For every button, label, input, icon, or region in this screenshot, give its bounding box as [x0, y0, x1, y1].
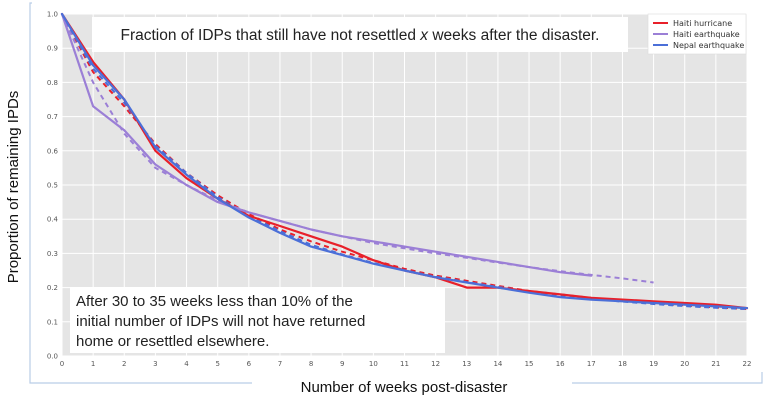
y-tick-label: 0.6 — [47, 147, 59, 155]
x-tick-label: 19 — [649, 360, 658, 368]
data-series — [60, 12, 749, 310]
y-tick-label: 0.8 — [47, 79, 58, 87]
y-tick-label: 0.3 — [47, 250, 58, 258]
x-tick-label: 1 — [91, 360, 95, 368]
y-tick-label: 1.0 — [47, 11, 58, 19]
x-tick-label: 14 — [493, 360, 502, 368]
y-tick-label: 0.1 — [47, 318, 58, 326]
x-tick-label: 0 — [60, 360, 64, 368]
frame-bracket-left — [29, 2, 252, 384]
x-tick-label: 7 — [278, 360, 282, 368]
x-axis-title: Number of weeks post-disaster — [301, 379, 508, 396]
annotation-box — [70, 287, 445, 353]
legend-label: Haiti earthquake — [673, 30, 740, 39]
x-tick-label: 20 — [680, 360, 689, 368]
x-tick-label: 6 — [247, 360, 252, 368]
frame-bracket-right — [572, 372, 763, 384]
x-tick-label: 8 — [309, 360, 313, 368]
y-tick-label: 0.5 — [47, 182, 58, 190]
x-tick-label: 12 — [431, 360, 440, 368]
x-tick-label: 9 — [340, 360, 344, 368]
y-tick-label: 0.4 — [47, 216, 59, 224]
legend: Haiti hurricane Haiti earthquake Nepal ear… — [647, 13, 747, 55]
x-tick-label: 18 — [618, 360, 627, 368]
x-tick-label: 3 — [153, 360, 157, 368]
x-tick-label: 13 — [462, 360, 471, 368]
legend-label: Nepal earthquake — [673, 41, 744, 50]
x-tick-label: 16 — [556, 360, 565, 368]
title-box — [92, 17, 628, 52]
annotation-text: After 30 to 35 weeks less than 10% of th… — [76, 293, 365, 350]
tick-labels: 0 1 2 3 4 5 6 7 8 9 10 11 12 13 14 15 16 17 18 19 20 21 220.00… — [47, 11, 752, 369]
x-tick-label: 22 — [743, 360, 752, 368]
x-tick-label: 11 — [400, 360, 409, 368]
y-tick-label: 0.0 — [47, 353, 58, 361]
x-tick-label: 5 — [215, 360, 219, 368]
y-axis-title: Proportion of remaining IPDs — [5, 91, 22, 284]
series-line-nepal-earthquake — [60, 12, 749, 310]
chart-title: Fraction of IDPs that still have not res… — [120, 27, 599, 44]
legend-label: Haiti hurricane — [673, 19, 732, 28]
x-tick-label: 2 — [122, 360, 126, 368]
y-tick-label: 0.9 — [47, 45, 58, 53]
x-tick-label: 10 — [369, 360, 378, 368]
series-line-haiti-earthquake — [60, 12, 593, 277]
y-tick-label: 0.7 — [47, 113, 58, 121]
x-tick-label: 4 — [184, 360, 189, 368]
y-tick-label: 0.2 — [47, 284, 58, 292]
x-tick-label: 15 — [525, 360, 534, 368]
x-tick-label: 21 — [711, 360, 720, 368]
x-tick-label: 17 — [587, 360, 596, 368]
